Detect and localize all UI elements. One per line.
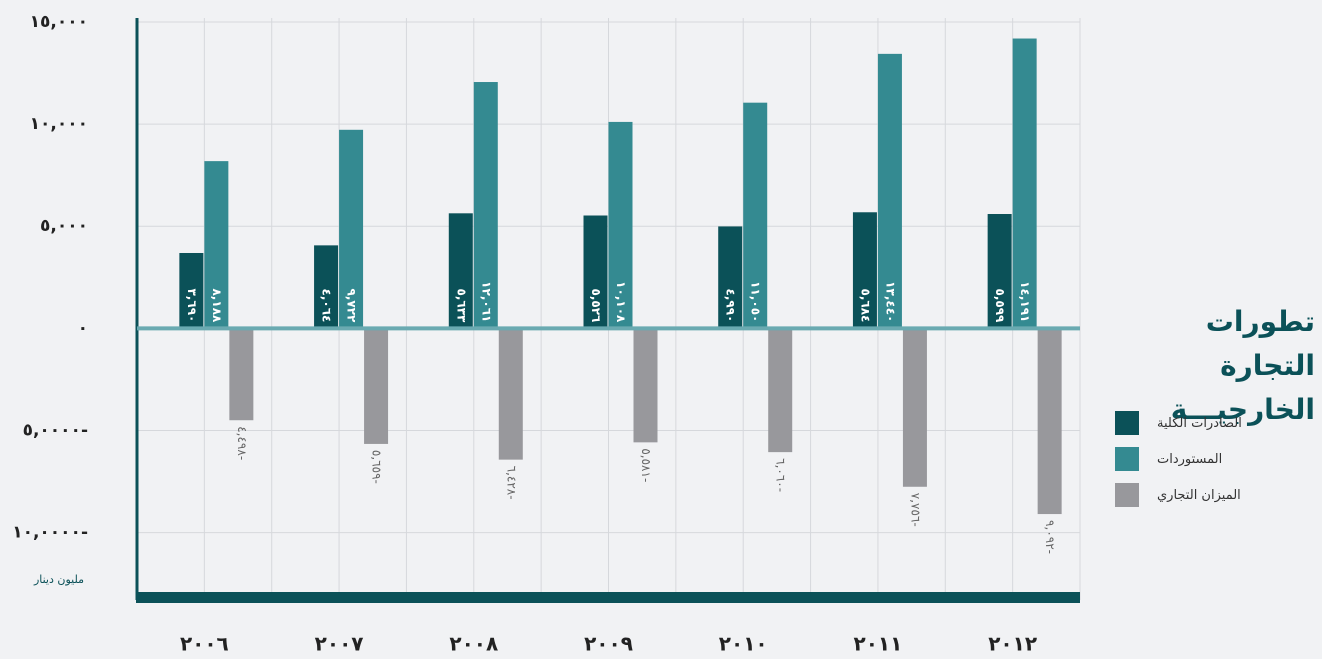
data-label: ٥,٦٨٤ (858, 289, 872, 323)
data-label: ٩,٧٢٢ (345, 289, 359, 324)
y-tick-label: ٥,٠٠٠ (40, 216, 88, 236)
legend-label: الصادرات الكلية (1157, 415, 1242, 431)
data-label: ٥,٦٣٣ (454, 289, 468, 324)
bar (1037, 328, 1062, 515)
y-tick-label: ١٥,٠٠٠ (30, 12, 88, 32)
bar (608, 121, 633, 329)
data-label: ٤,٩٩٠ (724, 289, 738, 323)
data-label: ١٢,٠٦١ (479, 281, 493, 322)
data-label: ٥,٥٩٩ (993, 289, 1007, 324)
data-label: ٦,٤٢٨- (504, 466, 518, 500)
legend-item: المستوردات (1115, 441, 1242, 477)
bar (473, 82, 498, 329)
x-tick-label: ٢٠١٢ (988, 632, 1037, 656)
bar (339, 129, 364, 329)
y-tick-label: ٠ (78, 318, 88, 338)
bar (852, 212, 877, 329)
data-label: ١٠,١٠٨ (614, 281, 628, 323)
data-label: ٨,١٨٨ (210, 289, 224, 324)
data-label: ٦,٠٦٠- (774, 458, 788, 492)
x-tick-label: ٢٠٠٨ (449, 632, 498, 656)
y-axis-label: مليون دينار (33, 573, 84, 586)
y-tick-label: ١٠,٠٠٠ (30, 114, 88, 134)
bar (768, 328, 793, 453)
bar (364, 328, 389, 444)
x-tick-label: ٢٠١٠ (719, 632, 768, 656)
legend-label: الميزان التجاري (1157, 487, 1241, 503)
data-label: ١٤,١٩١ (1018, 281, 1032, 322)
bar (314, 245, 339, 329)
legend-swatch (1115, 483, 1139, 507)
data-label: ٤,٠٦٤ (320, 289, 334, 323)
data-label: ٧,٧٥٦- (908, 493, 922, 527)
bar (902, 328, 927, 487)
y-tick-label: ١٠,٠٠٠٠- (12, 523, 88, 543)
x-tick-label: ٢٠٠٧ (315, 632, 364, 656)
bar (179, 252, 204, 329)
data-label: ١١,٠٥٠ (749, 281, 763, 322)
legend-item: الميزان التجاري (1115, 477, 1242, 513)
legend: الصادرات الكلية المستوردات الميزان التجاري (1115, 405, 1242, 513)
x-tick-label: ٢٠٠٩ (584, 632, 633, 656)
x-tick-label: ٢٠٠٦ (180, 632, 229, 656)
x-tick-label: ٢٠١١ (854, 632, 903, 656)
data-label: ٥,٦٥٩- (370, 450, 384, 484)
bar (583, 215, 608, 329)
data-label: ٥,٥٢٦ (589, 289, 603, 323)
data-label: ١٣,٤٤٠ (883, 281, 897, 322)
bar (229, 328, 254, 421)
bar (498, 328, 523, 460)
bar (987, 214, 1012, 329)
legend-swatch (1115, 411, 1139, 435)
bar (877, 53, 902, 329)
data-label: ٩,٠٩٢- (1043, 520, 1057, 554)
chart-title: تطورات التجارة الخارجيـــة (1170, 305, 1315, 426)
bar (718, 226, 743, 329)
legend-label: المستوردات (1157, 451, 1223, 467)
chart: ١٥,٠٠٠ ١٠,٠٠٠ ٥,٠٠٠ ٠ ٥,٠٠٠٠- ١٠,٠٠٠٠- مليون د… (12, 12, 1081, 656)
bar (743, 102, 768, 329)
legend-item: الصادرات الكلية (1115, 405, 1242, 441)
bar (204, 161, 229, 329)
x-axis (136, 592, 1080, 603)
bar (633, 328, 658, 443)
legend-swatch (1115, 447, 1139, 471)
bar (448, 213, 473, 329)
bar (1012, 38, 1037, 329)
y-tick-label: ٥,٠٠٠٠- (23, 420, 88, 440)
data-label: ٤,٤٩٨- (235, 426, 249, 460)
data-label: ٣,٦٩٠ (185, 289, 199, 323)
data-label: ٥,٥٨١- (639, 448, 653, 482)
